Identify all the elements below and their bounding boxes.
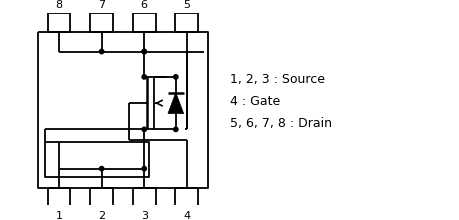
Circle shape [142,167,146,171]
Text: 3: 3 [140,211,147,220]
Circle shape [99,167,104,171]
Text: 6: 6 [140,0,147,10]
Text: 5: 5 [183,0,190,10]
Circle shape [142,49,146,54]
Circle shape [142,75,146,79]
Text: 4: 4 [183,211,190,220]
Polygon shape [168,93,183,114]
Circle shape [142,49,146,54]
Text: 8: 8 [56,0,62,10]
Circle shape [142,127,146,132]
Circle shape [173,75,178,79]
Circle shape [99,49,104,54]
Text: 1, 2, 3 : Source
4 : Gate
5, 6, 7, 8 : Drain: 1, 2, 3 : Source 4 : Gate 5, 6, 7, 8 : D… [230,73,331,130]
Circle shape [173,127,178,132]
Text: 7: 7 [98,0,105,10]
Text: 2: 2 [98,211,105,220]
Text: 1: 1 [56,211,62,220]
